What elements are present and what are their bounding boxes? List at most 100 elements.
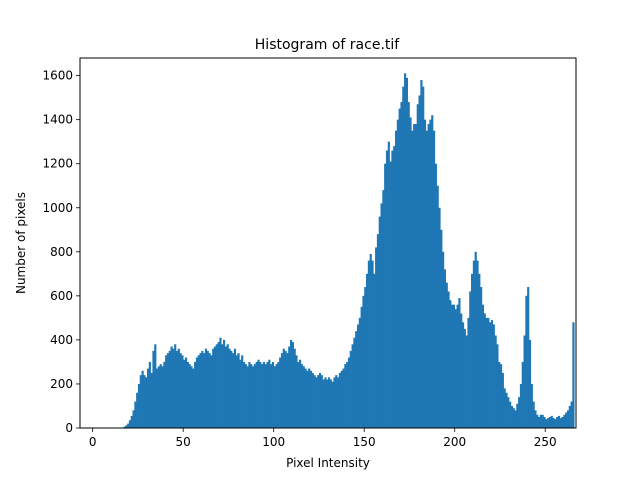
histogram-bar [443,269,447,428]
y-tick-label: 200 [50,377,73,391]
histogram-bar [166,353,170,428]
histogram-bar [566,410,570,428]
histogram-bar [407,102,410,429]
histogram-bar [148,361,151,428]
histogram-bar [458,298,461,428]
histogram-bar [262,361,265,428]
histogram-bar [315,377,318,428]
histogram-bar [525,295,528,428]
histogram-bar [322,379,325,428]
histogram-bar [273,366,276,428]
histogram-bar [378,216,381,428]
histogram-bar [391,150,394,428]
histogram-bar [393,146,396,428]
histogram-bar [221,344,224,428]
x-tick-label: 150 [353,435,376,449]
x-tick-label: 200 [443,435,466,449]
histogram-bar [373,273,376,428]
histogram-bar [299,359,302,428]
histogram-bar [463,328,466,428]
y-axis-label: Number of pixels [14,192,28,294]
histogram-bar [494,335,497,428]
histogram-bar [436,185,439,428]
histogram-bar [317,375,320,428]
histogram-bar [536,414,539,428]
x-tick-label: 250 [534,435,557,449]
histogram-bar [195,357,199,428]
histogram-bar [266,361,269,428]
histogram-bar [219,337,222,428]
histogram-bar [212,348,215,428]
histogram-bar [541,414,544,428]
histogram-bar [432,130,436,428]
histogram-bar [461,322,465,428]
histogram-bar [376,234,380,428]
histogram-bar [297,361,300,428]
histogram-bar [329,379,332,428]
histogram-bar [206,350,209,428]
histogram-bar [554,419,557,428]
histogram-bar [389,161,392,428]
histogram-bar [284,350,287,428]
histogram-bar [449,300,452,428]
histogram-bar [338,372,342,428]
histogram-bar [320,375,323,428]
histogram-bar [335,375,338,428]
histogram-bar [127,423,130,428]
histogram-bar [456,304,459,428]
histogram-bar [244,364,247,428]
y-tick-label: 1600 [42,69,73,83]
histogram-bar [402,86,405,428]
histogram-bar [346,361,349,428]
histogram-bar [179,353,182,428]
histogram-bar [485,317,488,428]
histogram-bar [326,379,329,428]
histogram-bar [168,350,171,428]
histogram-bar [192,368,195,428]
x-tick-label: 0 [89,435,97,449]
histogram-bar [145,377,148,428]
histogram-bar [213,346,217,428]
histogram-bar [242,361,246,428]
histogram-bar [452,304,456,428]
y-tick-label: 800 [50,245,73,259]
histogram-bar [537,416,541,428]
histogram-bar [570,401,573,428]
histogram-bar [239,359,242,428]
histogram-bar [382,190,385,428]
histogram-bar [474,251,477,428]
histogram-bar [201,350,204,428]
histogram-bar [328,377,331,428]
y-axis-ticks: 0 200 400 600 800 1000 1200 1400 1600 [42,69,80,435]
histogram-bar [503,388,506,428]
histogram-bar [427,124,430,428]
histogram-bar [282,348,285,428]
histogram-bar [507,397,510,428]
histogram-bar [556,416,559,428]
histogram-bar [217,342,220,428]
histogram-bar [226,344,229,428]
histogram-bar [518,397,521,428]
y-tick-label: 1000 [42,201,73,215]
histogram-bar [550,415,553,428]
histogram-bar [471,273,474,428]
histogram-bar [409,117,412,429]
histogram-bar [235,355,238,428]
histogram-bar [268,359,271,428]
histogram-bar [275,364,278,428]
histogram-bar [157,366,160,428]
histogram-bar [543,416,546,428]
histogram-bar [130,415,133,428]
histogram-bar [190,366,193,428]
histogram-bar [454,309,457,428]
histogram-bar [411,130,414,428]
x-axis-label: Pixel Intensity [286,456,370,470]
histogram-bar [519,383,523,428]
histogram-bar [304,368,307,428]
histogram-bar [125,425,128,428]
histogram-bar [362,295,365,428]
histogram-bar [203,353,206,428]
histogram-bar [139,375,142,428]
histogram-bar [134,401,137,428]
